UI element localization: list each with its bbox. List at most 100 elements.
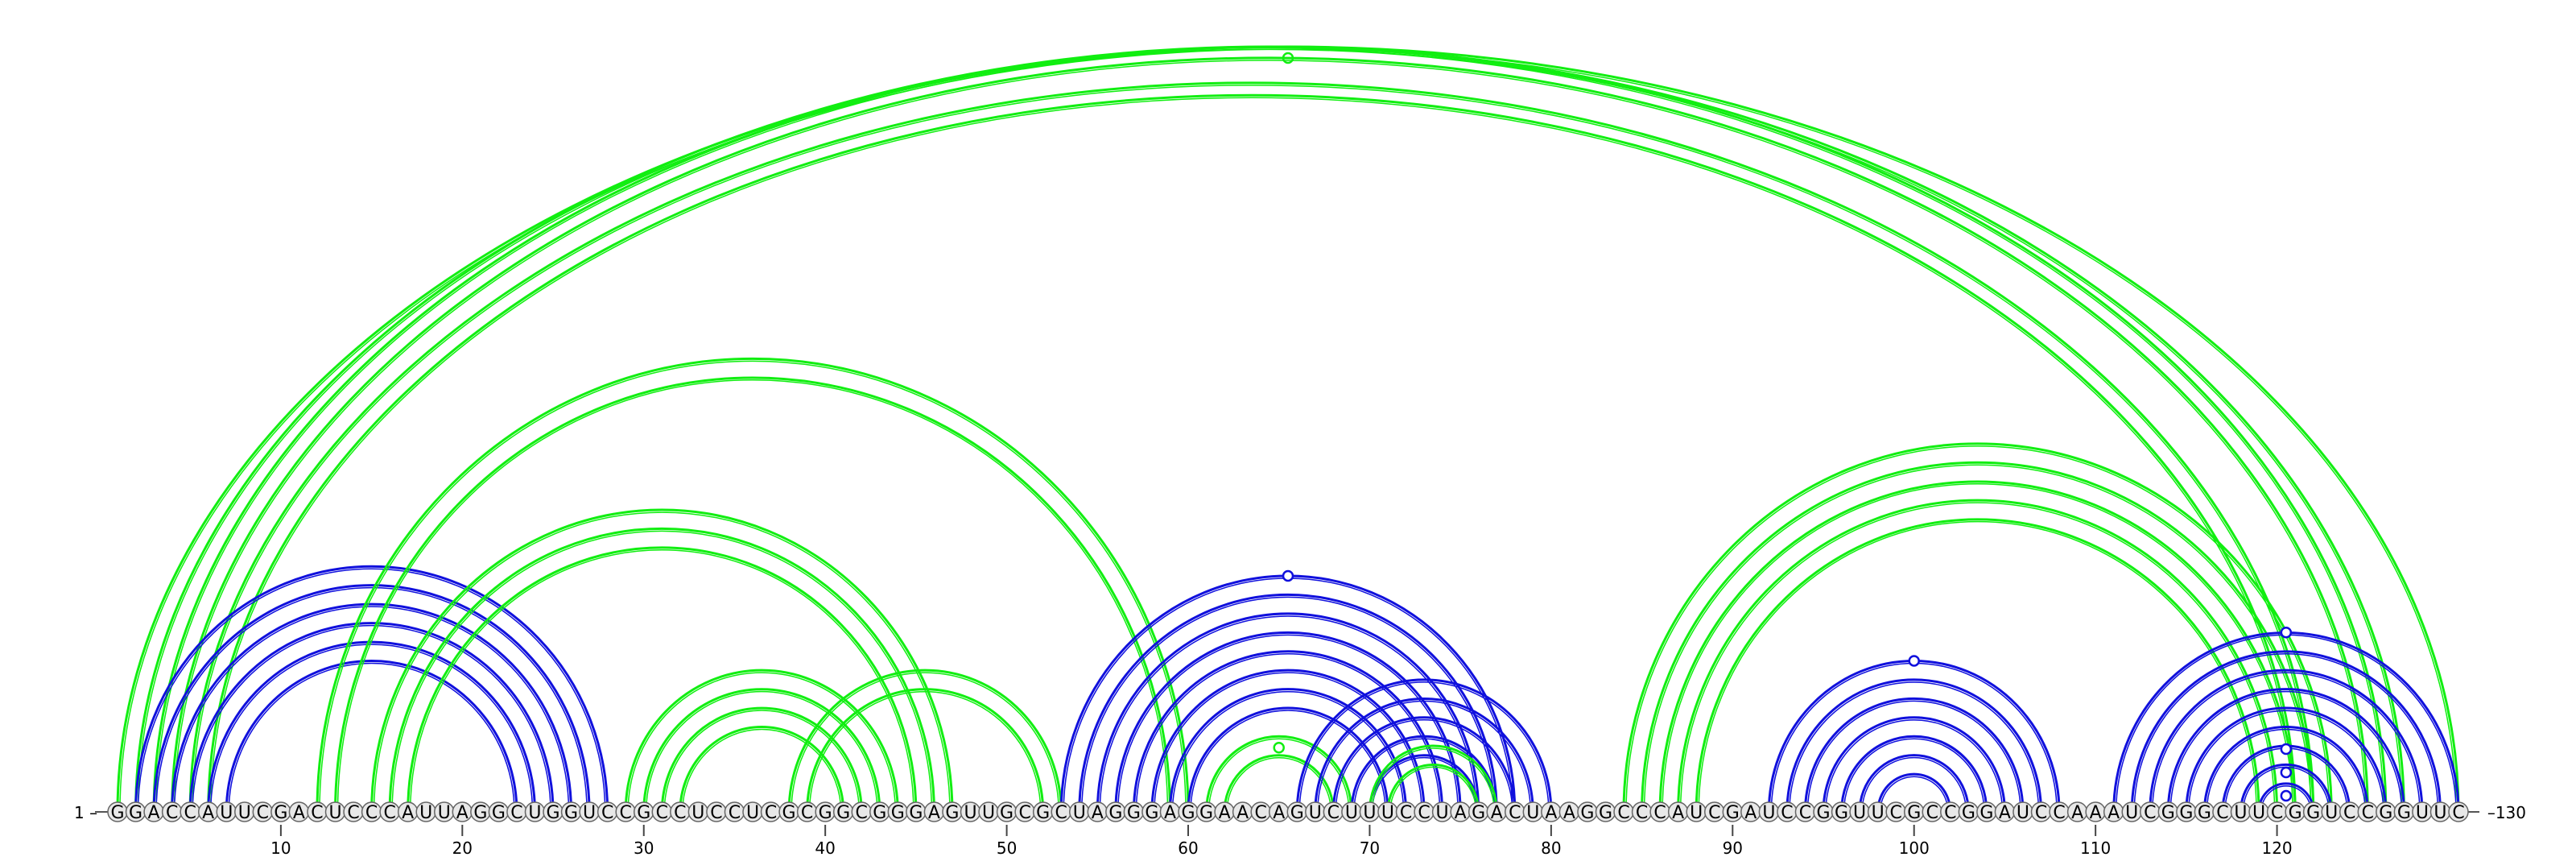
nucleotide: A xyxy=(923,801,945,823)
base-pair-arc xyxy=(407,546,918,813)
base-pair-arc-inner xyxy=(1789,681,2040,813)
nucleotide: C xyxy=(670,801,691,823)
nucleotide-letter: A xyxy=(2071,803,2083,823)
base-pair-arc-inner xyxy=(1861,757,1967,813)
nucleotide: G xyxy=(560,801,582,823)
nucleotide-letter: A xyxy=(202,803,214,823)
nucleotide-letter: A xyxy=(293,803,305,823)
base-pair-arc xyxy=(1295,678,1553,813)
base-pair-arc xyxy=(1678,500,2277,812)
nucleotide-letter: G xyxy=(1580,803,1594,823)
end-position-label: –130 xyxy=(2487,803,2526,822)
base-pair-arc xyxy=(1114,631,1462,813)
nucleotide: U xyxy=(415,801,436,823)
nucleotide-letter: A xyxy=(2090,803,2102,823)
nucleotide-letter: U xyxy=(982,803,995,823)
nucleotide: G xyxy=(488,801,510,823)
nucleotide-letter: G xyxy=(564,803,578,823)
nucleotide: U xyxy=(1377,801,1398,823)
nucleotide-letter: G xyxy=(1726,803,1740,823)
nucleotide-letter: A xyxy=(1491,803,1503,823)
arc-marker-circle xyxy=(1908,655,1920,667)
base-pair-arc xyxy=(1822,717,2006,813)
nucleotide-letter: G xyxy=(1290,803,1304,823)
base-pair-arc-inner xyxy=(808,691,1042,813)
nucleotide-letter: C xyxy=(2216,803,2228,823)
nucleotide: C xyxy=(1250,801,1271,823)
arc-marker-circle xyxy=(2280,743,2293,756)
nucleotide-letter: U xyxy=(1690,803,1703,823)
nucleotide-letter: A xyxy=(1219,803,1231,823)
base-pair-arc xyxy=(679,726,845,813)
base-pair-arc xyxy=(171,602,573,813)
nucleotide: G xyxy=(633,801,654,823)
nucleotide-letter: C xyxy=(2035,803,2047,823)
nucleotide: G xyxy=(815,801,836,823)
base-pair-arc xyxy=(1150,669,1426,813)
nucleotide: G xyxy=(1722,801,1744,823)
base-pair-arc-inner xyxy=(192,624,551,813)
nucleotide-letter: G xyxy=(1835,803,1848,823)
nucleotide: G xyxy=(1831,801,1852,823)
nucleotide-letter: A xyxy=(1092,803,1104,823)
nucleotide-letter: G xyxy=(819,803,832,823)
nucleotide: U xyxy=(1867,801,1889,823)
nucleotide-letter: C xyxy=(601,803,613,823)
nucleotide: G xyxy=(1468,801,1489,823)
nucleotide-letter: C xyxy=(1018,803,1030,823)
base-pair-arc xyxy=(1658,480,2297,813)
base-pair-arc xyxy=(624,669,899,813)
nucleotide-letter: U xyxy=(238,803,251,823)
nucleotide: U xyxy=(1305,801,1326,823)
nucleotide-letter: G xyxy=(1145,803,1158,823)
base-pair-arc-inner xyxy=(119,48,2457,813)
nucleotide: G xyxy=(1178,801,1199,823)
nucleotide-letter: G xyxy=(129,803,142,823)
base-pair-arc xyxy=(1368,744,1498,813)
base-pair-arc xyxy=(1314,697,1534,813)
nucleotide-letter: G xyxy=(1472,803,1485,823)
base-pair-arc xyxy=(642,688,881,813)
nucleotide: G xyxy=(1032,801,1054,823)
nucleotide-letter: G xyxy=(782,803,796,823)
base-pair-arc-inner xyxy=(228,662,515,813)
arc-marker-circle xyxy=(2280,766,2293,779)
nucleotide-letter: C xyxy=(1400,803,1412,823)
nucleotide-letter: G xyxy=(1036,803,1050,823)
nucleotide: C xyxy=(1505,801,1525,823)
nucleotide: C xyxy=(2448,801,2469,823)
nucleotide-letter: G xyxy=(909,803,923,823)
base-pair-arc-inner xyxy=(1191,710,1385,812)
nucleotide-letter: U xyxy=(1381,803,1394,823)
base-pair-arc xyxy=(1188,708,1388,812)
base-pair-arc xyxy=(806,688,1045,813)
nucleotide: A xyxy=(197,801,219,823)
nucleotide-letter: U xyxy=(691,803,704,823)
nucleotide: U xyxy=(1758,801,1780,823)
base-pair-arc xyxy=(2239,764,2333,813)
nucleotide: U xyxy=(1069,801,1090,823)
nucleotide-letter: A xyxy=(1455,803,1467,823)
nucleotide-letter: U xyxy=(746,803,759,823)
nucleotide: U xyxy=(2121,801,2142,823)
base-pair-arc xyxy=(152,584,591,813)
nucleotide-letter: G xyxy=(1816,803,1830,823)
nucleotide: U xyxy=(1686,801,1707,823)
nucleotide: C xyxy=(1631,801,1653,823)
nucleotide: C xyxy=(706,801,727,823)
nucleotide: C xyxy=(615,801,636,823)
nucleotide: C xyxy=(851,801,872,823)
nucleotide: U xyxy=(1522,801,1544,823)
base-pair-arc xyxy=(1785,678,2043,813)
nucleotide-letter: C xyxy=(1781,803,1793,823)
nucleotide-letter: G xyxy=(1199,803,1213,823)
nucleotide-letter: G xyxy=(546,803,559,823)
nucleotide: C xyxy=(1777,801,1798,823)
tick-label: 40 xyxy=(815,838,835,857)
nucleotide-letter: U xyxy=(1872,803,1885,823)
nucleotide: C xyxy=(724,801,745,823)
nucleotide: G xyxy=(1141,801,1162,823)
nucleotide-letter: G xyxy=(945,803,959,823)
nucleotide: G xyxy=(2393,801,2415,823)
base-pair-arc-inner xyxy=(1298,681,1550,813)
